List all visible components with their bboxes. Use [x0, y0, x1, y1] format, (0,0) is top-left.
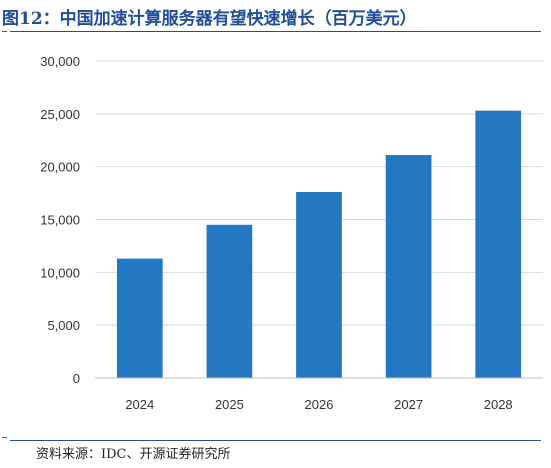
y-tick-label: 5,000 [47, 318, 80, 333]
bar-2025 [206, 224, 253, 378]
bar-2024 [116, 258, 163, 378]
x-tick-label: 2026 [305, 397, 334, 412]
bottom-rule [10, 440, 541, 441]
x-tick-label: 2025 [215, 397, 244, 412]
top-rule-mark [2, 31, 7, 32]
bars [116, 110, 522, 378]
bottom-rule-mark [2, 437, 7, 438]
y-tick-label: 15,000 [40, 213, 80, 228]
y-tick-label: 0 [73, 371, 80, 386]
y-tick-label: 30,000 [40, 54, 80, 69]
x-tick-label: 2027 [394, 397, 423, 412]
y-axis-labels: 0 5,000 10,000 15,000 20,000 25,000 30,000 [40, 54, 80, 386]
x-tick-label: 2028 [484, 397, 513, 412]
y-tick-label: 10,000 [40, 265, 80, 280]
bar-2027 [385, 155, 432, 378]
source-note: 资料来源：IDC、开源证券研究所 [36, 447, 231, 462]
y-tick-label: 25,000 [40, 107, 80, 122]
bar-chart: 0 5,000 10,000 15,000 20,000 25,000 30,000 202… [40, 54, 543, 412]
x-tick-label: 2024 [125, 397, 154, 412]
bar-2028 [475, 110, 522, 378]
top-rule [10, 31, 541, 32]
x-axis-labels: 2024 2025 2026 2027 2028 [125, 397, 512, 412]
y-tick-label: 20,000 [40, 160, 80, 175]
chart-title: 图12：中国加速计算服务器有望快速增长（百万美元） [2, 9, 417, 29]
bar-2026 [296, 192, 342, 378]
